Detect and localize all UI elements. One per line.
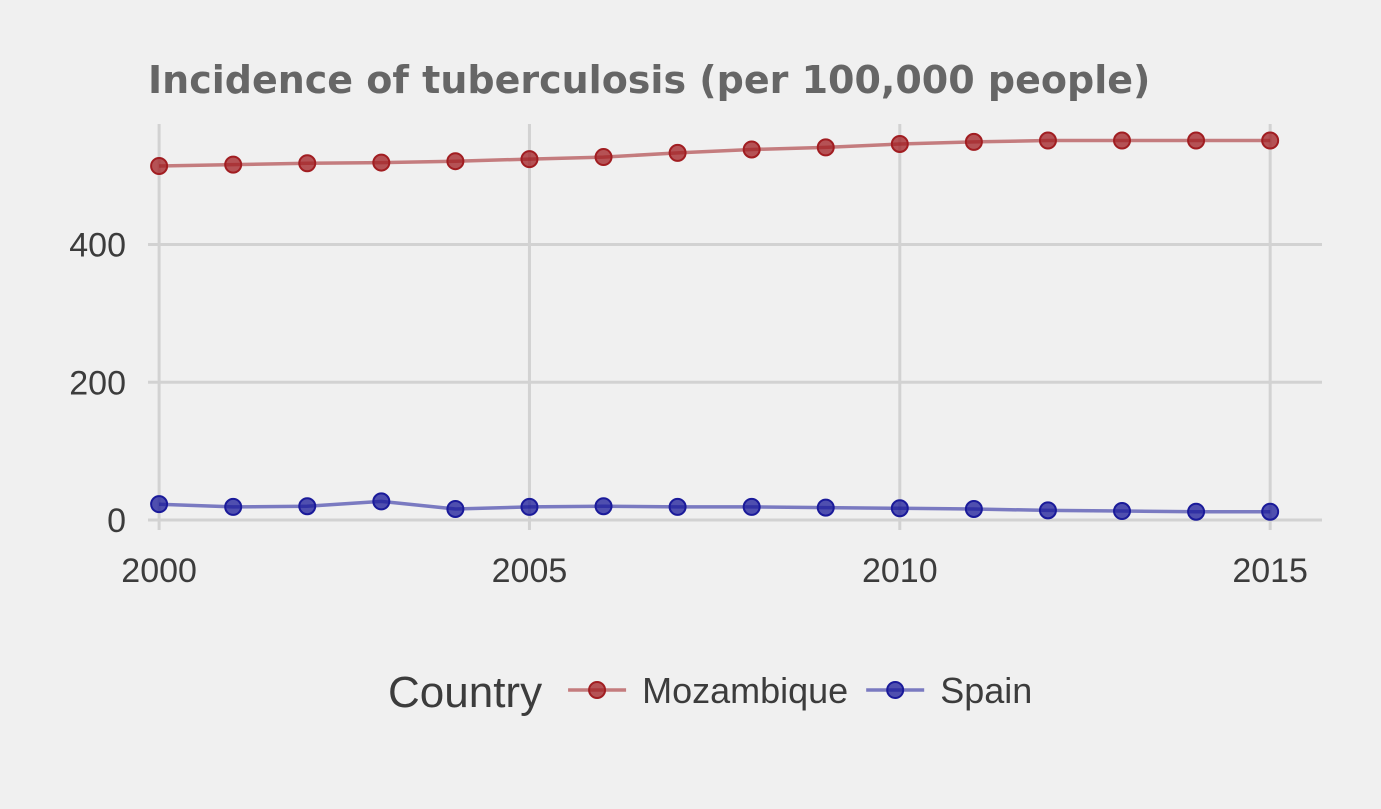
data-series	[150, 131, 1280, 521]
data-point-mozambique	[224, 155, 243, 174]
data-point-spain	[372, 492, 391, 511]
data-point-spain	[446, 499, 465, 518]
grid-lines	[148, 124, 1322, 530]
data-point-mozambique	[520, 150, 539, 169]
series-line-mozambique	[159, 138, 1271, 168]
x-tick-label: 2015	[1232, 552, 1308, 590]
series-line-spain	[159, 499, 1271, 514]
legend-label: Spain	[940, 670, 1032, 711]
data-point-mozambique	[816, 138, 835, 157]
data-point-mozambique	[964, 132, 983, 151]
y-tick-label: 0	[107, 502, 126, 540]
legend-item-mozambique: Mozambique	[568, 670, 848, 711]
data-point-mozambique	[298, 154, 317, 173]
series-spain	[150, 492, 1280, 521]
legend: Country Mozambique Spain	[388, 668, 1032, 717]
data-point-mozambique	[372, 153, 391, 172]
data-point-spain	[224, 497, 243, 516]
chart-title: Incidence of tuberculosis (per 100,000 p…	[148, 58, 1150, 102]
data-point-spain	[520, 497, 539, 516]
data-point-mozambique	[150, 157, 169, 176]
x-tick-label: 2010	[862, 552, 938, 590]
legend-key-point	[886, 681, 905, 699]
data-point-mozambique	[668, 143, 687, 162]
legend-label: Mozambique	[642, 670, 848, 711]
data-point-spain	[594, 497, 613, 516]
data-point-spain	[1261, 502, 1280, 521]
data-point-mozambique	[1038, 131, 1057, 150]
data-point-mozambique	[446, 152, 465, 171]
data-point-spain	[1038, 501, 1057, 520]
data-point-spain	[1113, 502, 1132, 521]
data-point-spain	[964, 499, 983, 518]
y-tick-label: 400	[69, 227, 126, 265]
data-point-spain	[742, 497, 761, 516]
series-mozambique	[150, 131, 1280, 176]
legend-key-point	[588, 681, 607, 699]
data-point-mozambique	[1261, 131, 1280, 150]
y-tick-label: 200	[69, 364, 126, 402]
x-tick-label: 2000	[121, 552, 197, 590]
data-point-mozambique	[742, 140, 761, 159]
data-point-spain	[890, 499, 909, 518]
data-point-mozambique	[890, 134, 909, 153]
data-point-spain	[150, 495, 169, 514]
legend-title: Country	[388, 668, 542, 717]
axis-tick-labels: 0 200 400 2000 2005 2010 2015	[69, 227, 1308, 590]
legend-item-spain: Spain	[866, 670, 1032, 711]
data-point-spain	[668, 497, 687, 516]
data-point-spain	[1187, 502, 1206, 521]
data-point-mozambique	[1187, 131, 1206, 150]
data-point-mozambique	[1113, 131, 1132, 150]
data-point-spain	[298, 497, 317, 516]
data-point-spain	[816, 498, 835, 517]
x-tick-label: 2005	[492, 552, 568, 590]
data-point-mozambique	[594, 148, 613, 167]
